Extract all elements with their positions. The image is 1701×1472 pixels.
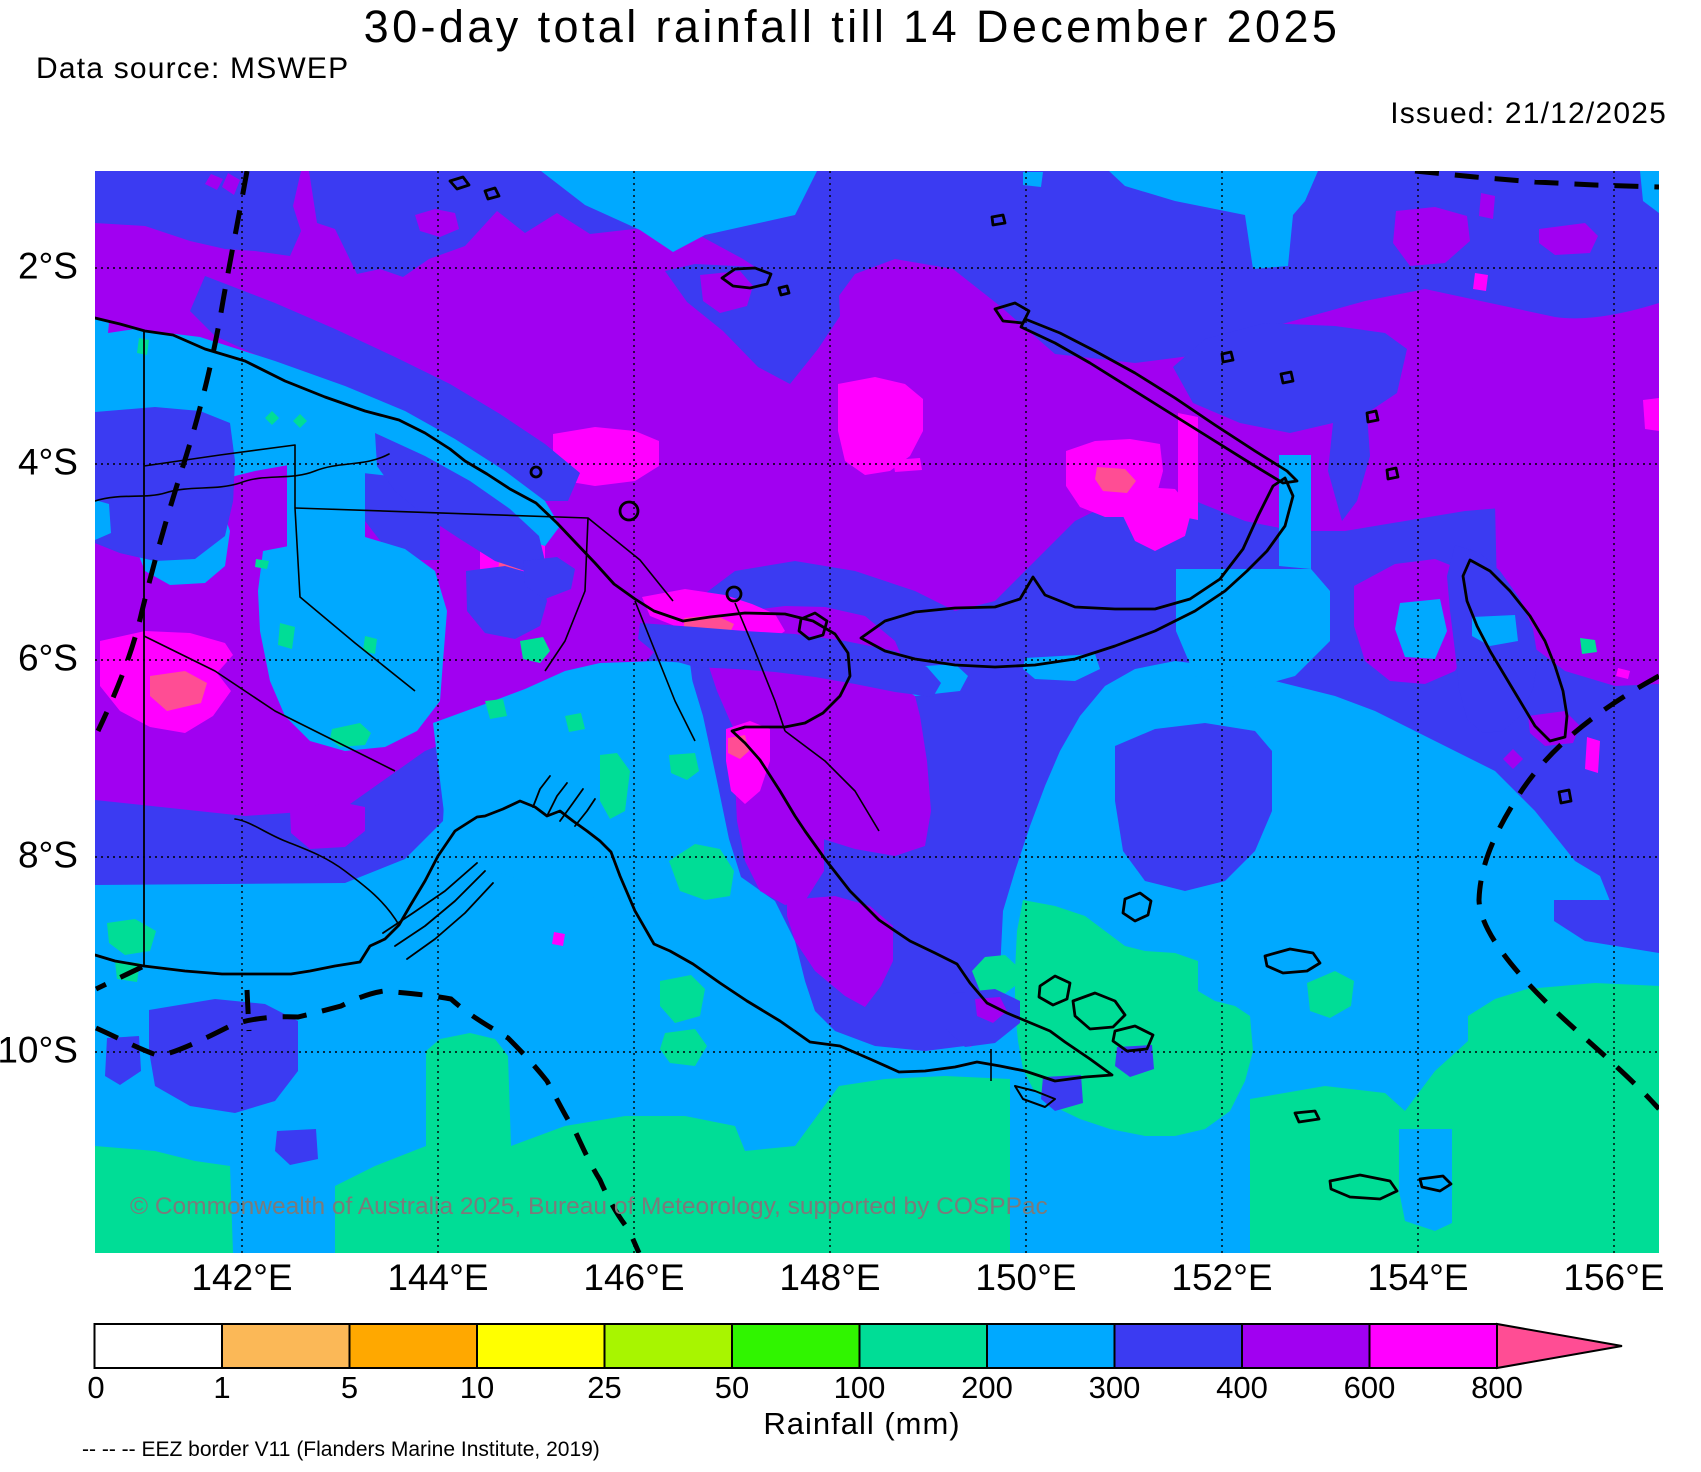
svg-text:5: 5 — [341, 1370, 358, 1405]
svg-text:50: 50 — [715, 1370, 749, 1405]
svg-text:400: 400 — [1216, 1370, 1268, 1405]
svg-text:25: 25 — [587, 1370, 621, 1405]
svg-text:1: 1 — [213, 1370, 230, 1405]
svg-text:200: 200 — [961, 1370, 1013, 1405]
svg-text:10: 10 — [460, 1370, 494, 1405]
svg-text:300: 300 — [1089, 1370, 1141, 1405]
svg-text:800: 800 — [1471, 1370, 1523, 1405]
svg-text:Rainfall (mm): Rainfall (mm) — [763, 1406, 960, 1441]
svg-text:© Commonwealth of Australia 20: © Commonwealth of Australia 2025, Bureau… — [130, 1193, 1048, 1220]
svg-text:0: 0 — [87, 1370, 104, 1405]
svg-text:600: 600 — [1344, 1370, 1396, 1405]
svg-text:100: 100 — [834, 1370, 886, 1405]
